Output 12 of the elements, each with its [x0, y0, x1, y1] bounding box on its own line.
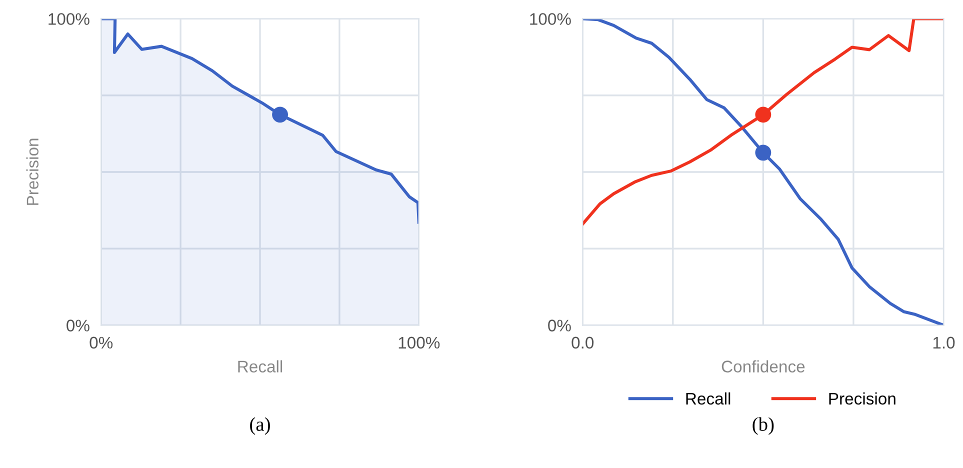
x-tick-label: 100% [398, 336, 440, 349]
legend-label: Precision [829, 392, 896, 405]
x-tick-label: 0.0 [572, 336, 594, 349]
legend-label: Recall [686, 392, 730, 405]
text: (b) [752, 417, 774, 435]
line-series [582, 18, 944, 326]
x-axis-title: Recall [238, 360, 282, 372]
y-axis-title: Precision [26, 138, 39, 205]
x-tick-label: 0% [90, 336, 113, 349]
x-tick-label: 1.0 [933, 336, 955, 349]
text: (a) [250, 417, 270, 435]
x-axis-title: Confidence [722, 360, 805, 372]
